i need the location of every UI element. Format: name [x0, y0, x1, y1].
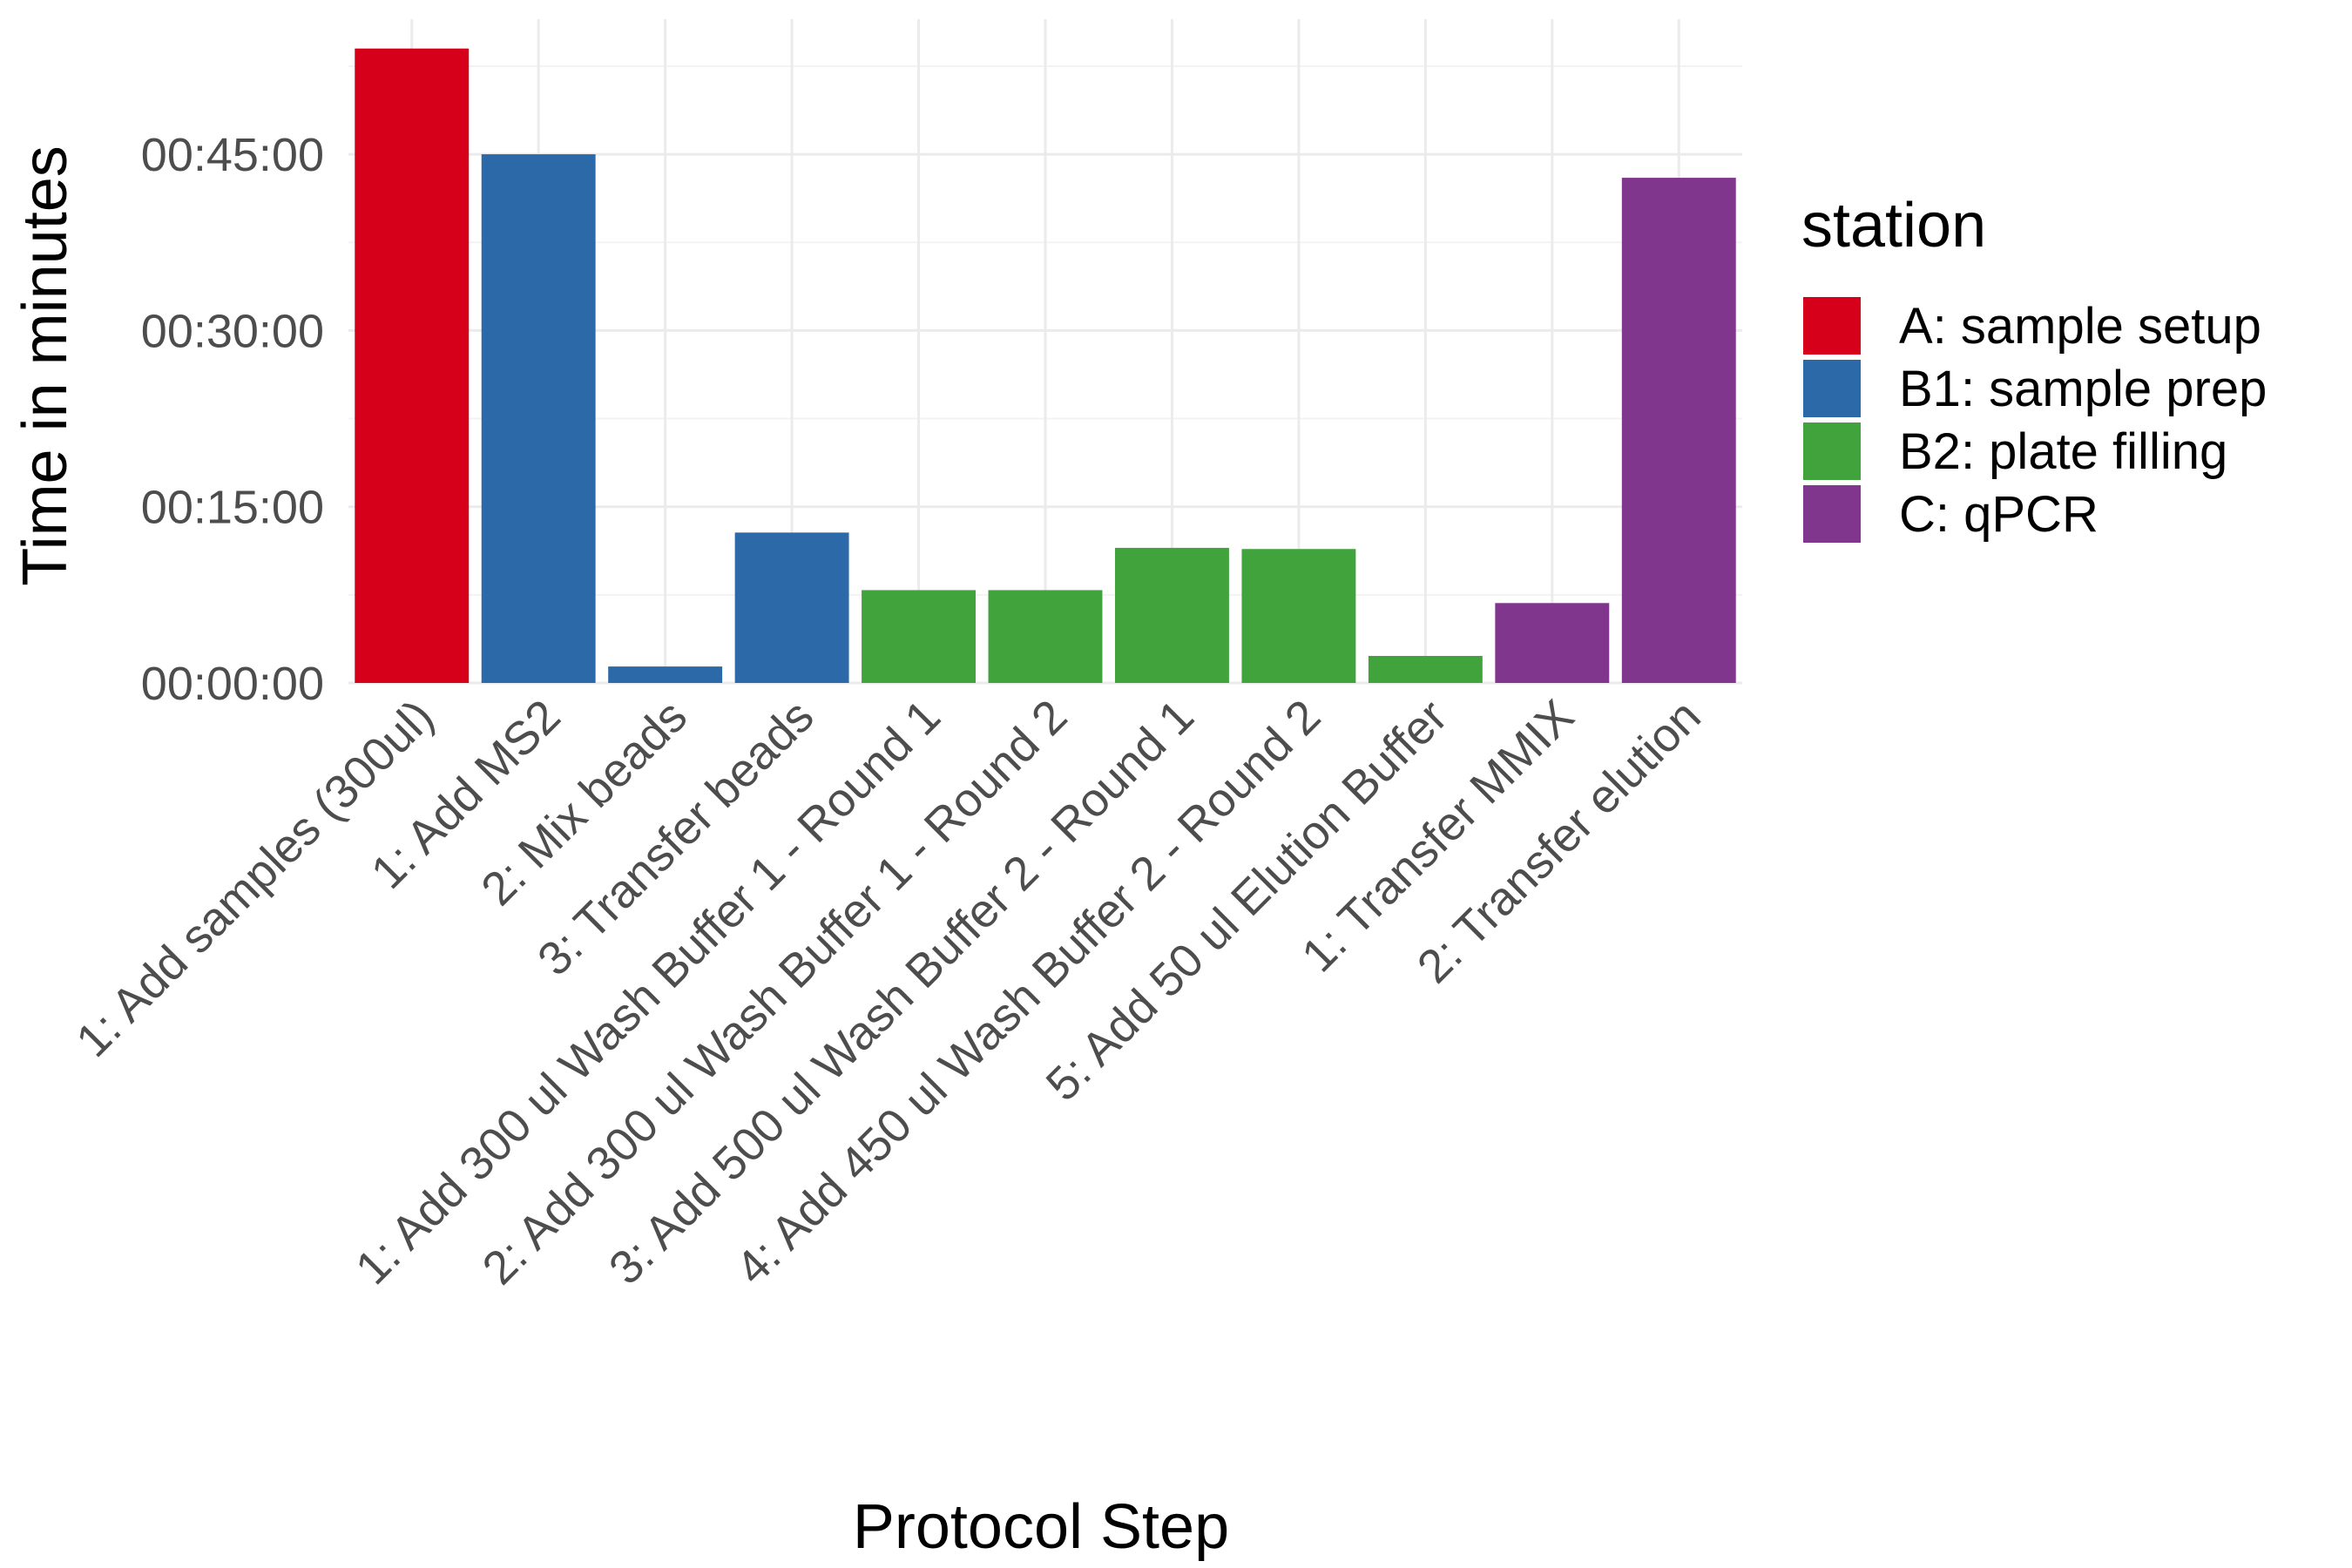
- bar: [734, 532, 849, 683]
- y-tick-label: 00:15:00: [141, 482, 324, 534]
- y-axis-ticks: 00:00:00 00:15:00 00:30:00 00:45:00: [141, 129, 324, 710]
- x-tick-label: 3: Add 500 ul Wash Buffer 2 - Round 1: [599, 690, 1204, 1294]
- legend-swatch: [1803, 297, 1861, 355]
- legend-title: station: [1801, 191, 1986, 260]
- bar: [862, 590, 976, 683]
- legend-swatch: [1803, 360, 1861, 417]
- y-tick-label: 00:00:00: [141, 658, 324, 710]
- bar: [481, 154, 596, 683]
- legend-label: C: qPCR: [1899, 486, 2099, 543]
- y-tick-label: 00:30:00: [141, 305, 324, 357]
- bar: [1495, 603, 1610, 683]
- legend-swatch: [1803, 485, 1861, 543]
- bar: [1241, 549, 1356, 683]
- legend-label: B2: plate filling: [1899, 423, 2227, 480]
- bars: [355, 48, 1736, 684]
- y-tick-label: 00:45:00: [141, 129, 324, 181]
- y-axis-title: Time in minutes: [10, 145, 80, 585]
- bar: [1621, 178, 1736, 683]
- bar: [1368, 655, 1483, 683]
- legend-label: A: sample setup: [1899, 298, 2261, 355]
- x-axis-title: Protocol Step: [853, 1492, 1229, 1562]
- legend: station A: sample setup B1: sample prep B2…: [1801, 191, 2267, 543]
- bar: [608, 666, 723, 683]
- bar: [355, 48, 470, 684]
- x-tick-label: 2: Add 300 ul Wash Buffer 1 - Round 2: [472, 690, 1077, 1294]
- legend-label: B1: sample prep: [1899, 361, 2267, 417]
- x-tick-label: 4: Add 450 ul Wash Buffer 2 - Round 2: [726, 690, 1330, 1294]
- legend-swatch: [1803, 422, 1861, 480]
- x-tick-label: 1: Add 300 ul Wash Buffer 1 - Round 1: [346, 690, 950, 1294]
- bar: [988, 590, 1103, 683]
- bar: [1115, 547, 1229, 683]
